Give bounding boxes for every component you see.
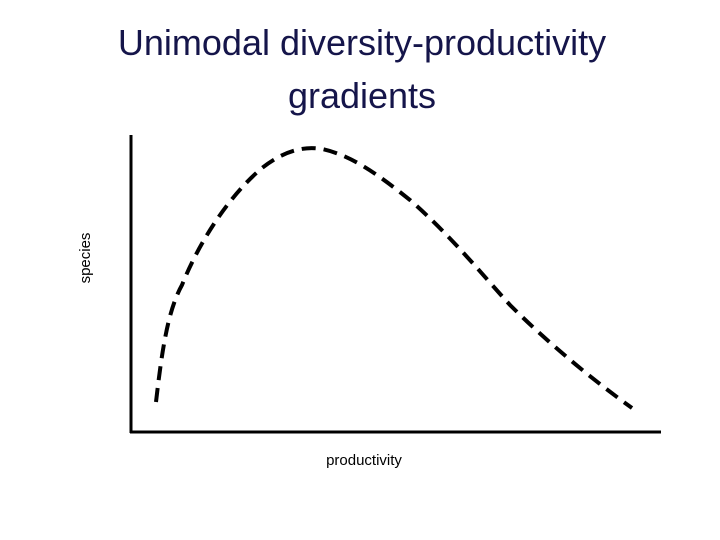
title-line: gradients	[288, 75, 436, 116]
title-line: Unimodal diversity-productivity	[118, 22, 606, 63]
x-axis-label: productivity	[326, 452, 402, 469]
y-axis-label: species	[77, 233, 94, 284]
unimodal-curve	[154, 146, 634, 410]
